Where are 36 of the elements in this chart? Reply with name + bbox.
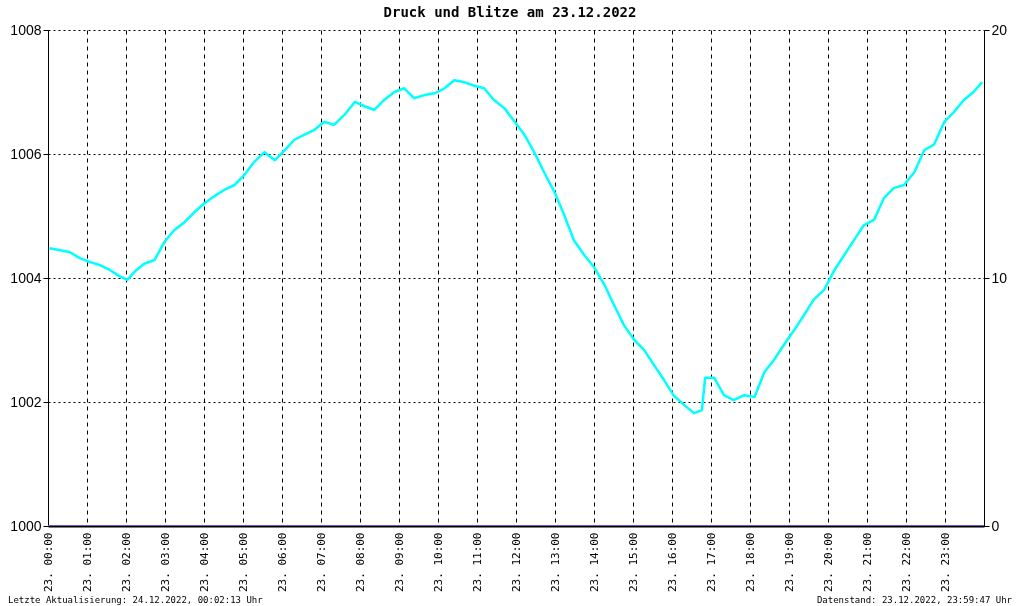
x-tick-label: 23. 09:00 (392, 532, 406, 593)
text: Letzte Aktualisierung: 24.12.2022, 00:02:13 Uhr (8, 595, 263, 605)
y-tick-label: 1002 (10, 393, 42, 410)
x-tick-label: 23. 15:00 (626, 532, 640, 593)
x-tick-label: 23. 10:00 (431, 532, 445, 593)
x-tick-label: 23. 07:00 (314, 532, 328, 593)
x-tick-label: 23. 13:00 (548, 532, 562, 593)
x-tick-label: 23. 04:00 (197, 532, 211, 593)
x-tick-label: 23. 22:00 (899, 532, 913, 593)
x-tick-label: 23. 00:00 (41, 532, 55, 593)
y-tick-label: 1004 (10, 269, 42, 286)
x-tick-label: 23. 16:00 (665, 532, 679, 593)
x-tick-label: 23. 12:00 (509, 532, 523, 593)
x-tick-label: 23. 08:00 (353, 532, 367, 593)
y2-tick-label: 10 (991, 269, 1008, 286)
x-tick-label: 23. 19:00 (782, 532, 796, 593)
text: Datenstand: 23.12.2022, 23:59:47 Uhr (816, 595, 1012, 605)
x-tick-label: 23. 05:00 (236, 532, 250, 593)
x-tick-label: 23. 06:00 (275, 532, 289, 593)
x-tick-label: 23. 14:00 (587, 532, 601, 593)
y-tick-label: 1008 (10, 21, 42, 38)
x-tick-label: 23. 20:00 (821, 532, 835, 593)
line-series (48, 78, 984, 415)
x-tick-label: 23. 01:00 (80, 532, 94, 593)
y-tick-label: 1006 (10, 145, 42, 162)
x-tick-label: 23. 03:00 (158, 532, 172, 593)
x-tick-label: 23. 02:00 (119, 532, 133, 593)
y2-tick-label: 0 (991, 517, 1000, 534)
y2-tick-label: 20 (991, 21, 1008, 38)
x-tick-label: 23. 21:00 (860, 532, 874, 593)
x-tick-label: 23. 17:00 (704, 532, 718, 593)
y-tick-label: 1000 (10, 517, 42, 534)
x-tick-label: 23. 23:00 (938, 532, 952, 593)
x-tick-label: 23. 18:00 (743, 532, 757, 593)
chart-title: Druck und Blitze am 23.12.2022 (383, 4, 637, 20)
x-tick-label: 23. 11:00 (470, 532, 484, 593)
